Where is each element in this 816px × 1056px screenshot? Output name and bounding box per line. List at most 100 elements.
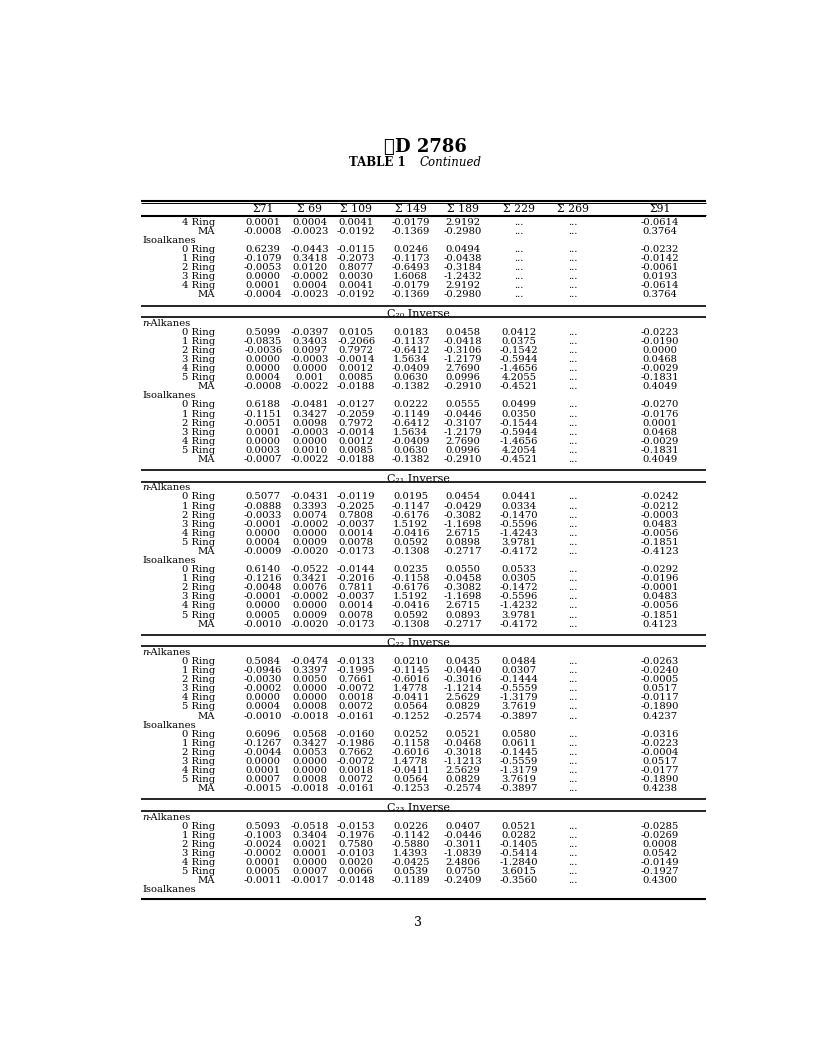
Text: 0.0564: 0.0564 (393, 702, 428, 712)
Text: -0.1253: -0.1253 (391, 785, 430, 793)
Text: -0.0411: -0.0411 (391, 694, 430, 702)
Text: 5 Ring: 5 Ring (182, 702, 215, 712)
Text: 5 Ring: 5 Ring (182, 867, 215, 876)
Text: 0.0000: 0.0000 (246, 529, 281, 538)
Text: Σ71: Σ71 (252, 204, 274, 214)
Text: -0.0037: -0.0037 (337, 520, 375, 529)
Text: 0.0521: 0.0521 (501, 822, 536, 831)
Text: Σ 69: Σ 69 (297, 204, 322, 214)
Text: 0.0007: 0.0007 (292, 867, 327, 876)
Text: -0.0835: -0.0835 (244, 337, 282, 346)
Text: -0.0431: -0.0431 (290, 492, 329, 502)
Text: -0.3016: -0.3016 (444, 675, 482, 684)
Text: ...: ... (569, 272, 578, 281)
Text: -0.0425: -0.0425 (391, 859, 430, 867)
Text: -0.0223: -0.0223 (641, 327, 679, 337)
Text: ...: ... (569, 455, 578, 464)
Text: -0.0161: -0.0161 (337, 712, 375, 720)
Text: C₂₁ Inverse: C₂₁ Inverse (387, 473, 450, 484)
Text: 0.7662: 0.7662 (339, 748, 374, 757)
Text: ...: ... (569, 565, 578, 574)
Text: 0.0066: 0.0066 (339, 867, 374, 876)
Text: ...: ... (569, 364, 578, 373)
Text: ...: ... (569, 602, 578, 610)
Text: -0.6176: -0.6176 (392, 583, 429, 592)
Text: -0.0409: -0.0409 (391, 437, 430, 446)
Text: -0.1445: -0.1445 (499, 748, 539, 757)
Text: 2 Ring: 2 Ring (182, 675, 215, 684)
Text: -0.1308: -0.1308 (391, 547, 430, 555)
Text: 0.3764: 0.3764 (642, 227, 677, 235)
Text: -0.3106: -0.3106 (444, 346, 482, 355)
Text: Isoalkanes: Isoalkanes (142, 557, 196, 565)
Text: 0.0078: 0.0078 (339, 538, 374, 547)
Text: 1.5192: 1.5192 (392, 592, 428, 601)
Text: 0.0829: 0.0829 (446, 775, 481, 785)
Text: 0.0074: 0.0074 (292, 511, 327, 520)
Text: 0.0012: 0.0012 (339, 364, 374, 373)
Text: 0.0085: 0.0085 (339, 373, 374, 382)
Text: -0.1382: -0.1382 (391, 455, 430, 464)
Text: 0.0000: 0.0000 (292, 437, 327, 446)
Text: -0.0014: -0.0014 (337, 428, 375, 437)
Text: -0.5559: -0.5559 (499, 757, 538, 766)
Text: 0.4237: 0.4237 (642, 712, 677, 720)
Text: Isoalkanes: Isoalkanes (142, 885, 196, 894)
Text: C₂₀ Inverse: C₂₀ Inverse (387, 309, 450, 319)
Text: -0.0474: -0.0474 (290, 657, 329, 666)
Text: Continued: Continued (419, 156, 481, 169)
Text: 0.0517: 0.0517 (642, 684, 677, 694)
Text: 0.0012: 0.0012 (339, 437, 374, 446)
Text: -1.2179: -1.2179 (444, 428, 482, 437)
Text: -0.0053: -0.0053 (244, 263, 282, 272)
Text: 0.0105: 0.0105 (339, 327, 374, 337)
Text: 0.0041: 0.0041 (339, 218, 374, 227)
Text: 0.0555: 0.0555 (446, 400, 481, 410)
Text: -1.4656: -1.4656 (499, 364, 538, 373)
Text: 0.0193: 0.0193 (642, 272, 677, 281)
Text: -0.1976: -0.1976 (337, 831, 375, 840)
Text: -0.0023: -0.0023 (290, 227, 329, 235)
Text: ...: ... (569, 876, 578, 885)
Text: -0.2980: -0.2980 (444, 290, 482, 300)
Text: 0.3764: 0.3764 (642, 290, 677, 300)
Text: -0.0056: -0.0056 (641, 602, 679, 610)
Text: -0.1405: -0.1405 (499, 840, 539, 849)
Text: -0.0048: -0.0048 (244, 583, 282, 592)
Text: 2 Ring: 2 Ring (182, 346, 215, 355)
Text: -0.0004: -0.0004 (641, 748, 679, 757)
Text: 0.3404: 0.3404 (292, 831, 327, 840)
Text: -0.0024: -0.0024 (244, 840, 282, 849)
Text: -0.0014: -0.0014 (337, 355, 375, 364)
Text: -0.6176: -0.6176 (392, 511, 429, 520)
Text: -0.3560: -0.3560 (500, 876, 538, 885)
Text: ...: ... (569, 610, 578, 620)
Text: 0.0550: 0.0550 (446, 565, 481, 574)
Text: n: n (142, 813, 149, 822)
Text: -0.5596: -0.5596 (500, 520, 538, 529)
Text: -0.0018: -0.0018 (290, 712, 329, 720)
Text: -0.0008: -0.0008 (244, 382, 282, 392)
Text: C₂₂ Inverse: C₂₂ Inverse (387, 638, 450, 648)
Text: -0.0263: -0.0263 (641, 657, 679, 666)
Text: 0.0000: 0.0000 (246, 272, 281, 281)
Text: ...: ... (569, 327, 578, 337)
Text: -0.1444: -0.1444 (499, 675, 539, 684)
Text: 0.3397: 0.3397 (292, 666, 327, 675)
Text: 2 Ring: 2 Ring (182, 511, 215, 520)
Text: 0 Ring: 0 Ring (182, 245, 215, 253)
Text: 0.0001: 0.0001 (642, 418, 677, 428)
Text: 0.7808: 0.7808 (339, 511, 374, 520)
Text: Σ 189: Σ 189 (447, 204, 479, 214)
Text: 0.0008: 0.0008 (292, 702, 327, 712)
Text: ...: ... (569, 538, 578, 547)
Text: Isoalkanes: Isoalkanes (142, 720, 196, 730)
Text: 2 Ring: 2 Ring (182, 840, 215, 849)
Text: -0.1267: -0.1267 (244, 739, 282, 748)
Text: 2.9192: 2.9192 (446, 218, 481, 227)
Text: ...: ... (569, 437, 578, 446)
Text: 0.0004: 0.0004 (246, 702, 281, 712)
Text: 0.0001: 0.0001 (246, 218, 281, 227)
Text: -0.1831: -0.1831 (641, 373, 679, 382)
Text: -0.6016: -0.6016 (392, 675, 429, 684)
